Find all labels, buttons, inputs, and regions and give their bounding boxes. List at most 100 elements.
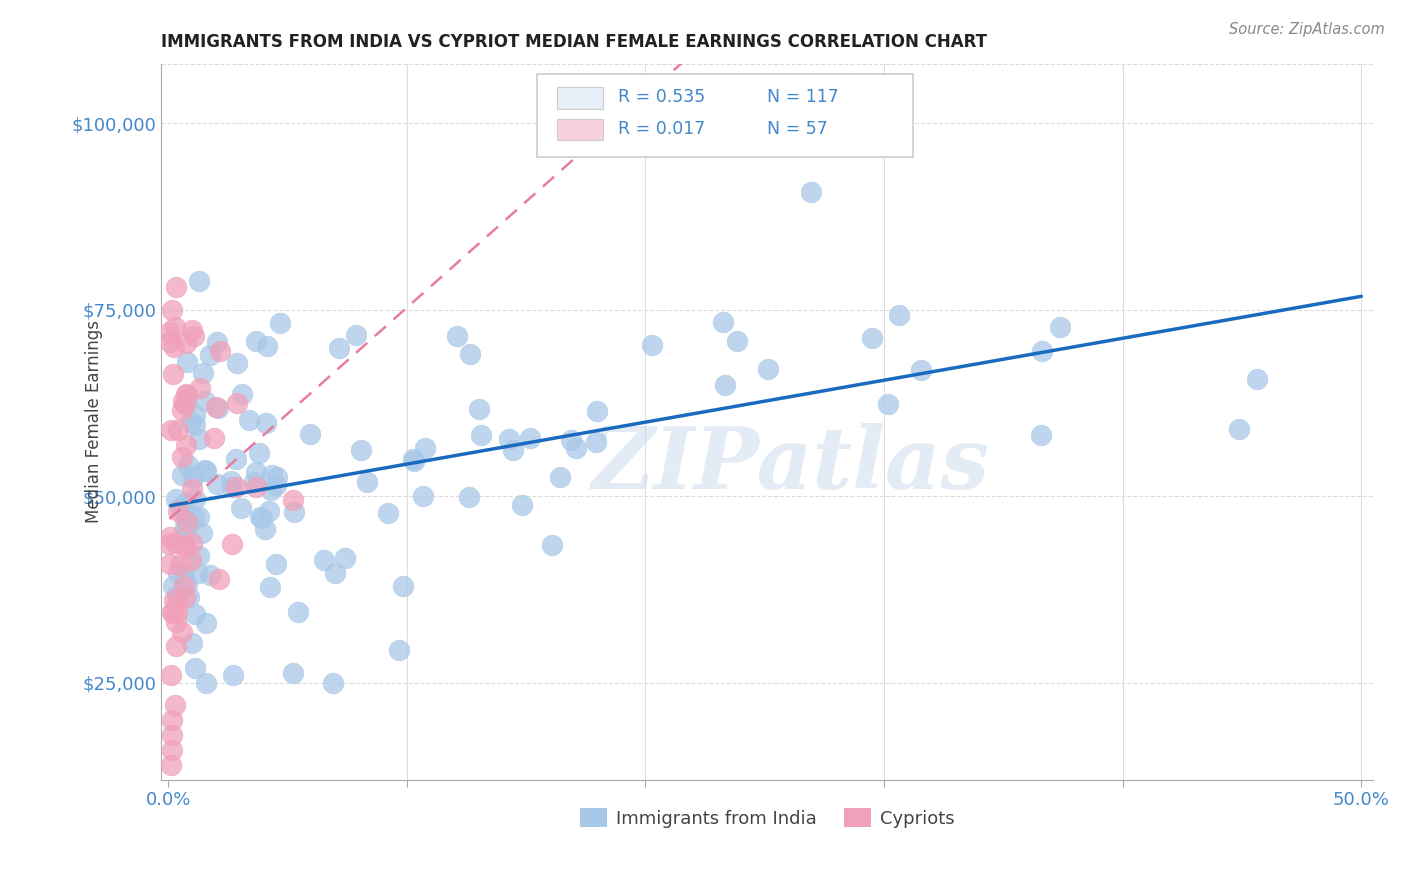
Point (470, 427, 492, 442)
Point (181, 323, 204, 337)
Point (565, 441, 588, 455)
Point (166, 504, 188, 518)
Point (166, 423, 188, 437)
Point (269, 316, 291, 330)
Point (159, 530, 181, 544)
Point (498, 432, 520, 446)
FancyBboxPatch shape (537, 74, 912, 157)
Point (344, 328, 367, 343)
Point (176, 515, 198, 529)
Point (166, 640, 188, 654)
Point (183, 471, 205, 485)
Point (887, 308, 910, 322)
Point (177, 518, 200, 533)
Text: R = 0.017: R = 0.017 (619, 120, 706, 138)
Point (550, 469, 572, 483)
Point (205, 400, 228, 414)
Point (160, 757, 183, 772)
Point (159, 423, 181, 437)
Point (209, 343, 232, 358)
Point (166, 605, 188, 619)
Bar (557, 119, 603, 140)
Point (166, 588, 188, 602)
Point (172, 625, 194, 640)
Point (159, 334, 181, 349)
Point (173, 496, 195, 510)
Point (180, 553, 202, 567)
Point (173, 397, 195, 411)
Point (173, 566, 195, 581)
Point (173, 523, 195, 537)
Text: Median Female Earnings: Median Female Earnings (86, 320, 103, 523)
Point (163, 593, 186, 607)
Point (174, 591, 197, 605)
Point (711, 315, 734, 329)
Point (190, 381, 212, 395)
Point (225, 451, 247, 466)
Point (177, 458, 200, 473)
Point (162, 302, 184, 317)
Point (229, 500, 252, 515)
Point (207, 572, 229, 586)
Point (194, 394, 217, 409)
Point (183, 408, 205, 422)
Point (468, 401, 491, 416)
Point (287, 605, 309, 619)
Point (180, 482, 202, 496)
Point (207, 401, 229, 416)
Legend: Immigrants from India, Cypriots: Immigrants from India, Cypriots (572, 801, 962, 835)
Point (264, 558, 287, 572)
Point (169, 558, 191, 573)
Point (283, 492, 305, 507)
Point (1029, 428, 1052, 442)
Point (510, 498, 533, 512)
Point (160, 605, 183, 619)
Bar (557, 87, 603, 109)
Text: R = 0.535: R = 0.535 (619, 88, 706, 106)
Point (162, 713, 184, 727)
Point (231, 387, 253, 401)
Point (725, 334, 748, 348)
Point (254, 522, 277, 536)
Point (180, 415, 202, 429)
Point (176, 354, 198, 368)
Point (159, 558, 181, 572)
Point (167, 566, 190, 581)
Point (172, 394, 194, 409)
Text: ZIPatlas: ZIPatlas (592, 423, 990, 507)
Point (312, 553, 335, 567)
Point (266, 470, 288, 484)
Point (162, 579, 184, 593)
Point (412, 489, 434, 503)
Point (183, 417, 205, 432)
Point (180, 636, 202, 650)
Point (325, 566, 347, 580)
Point (876, 396, 898, 410)
Point (356, 475, 378, 490)
Point (194, 464, 217, 478)
Point (160, 743, 183, 757)
Text: N = 57: N = 57 (768, 120, 828, 138)
Point (254, 416, 277, 430)
Point (165, 536, 187, 550)
Point (402, 451, 425, 466)
Point (183, 511, 205, 525)
Point (165, 280, 187, 294)
Point (166, 598, 188, 612)
Point (162, 367, 184, 381)
Point (163, 319, 186, 334)
Point (519, 431, 541, 445)
Point (198, 348, 221, 362)
Point (207, 477, 229, 491)
Point (174, 438, 197, 452)
Point (170, 403, 193, 417)
Point (170, 450, 193, 464)
Point (194, 462, 217, 476)
Point (349, 442, 371, 457)
Point (1031, 343, 1053, 358)
Point (586, 404, 609, 418)
Point (173, 579, 195, 593)
Point (641, 338, 664, 352)
Point (198, 567, 221, 582)
Point (281, 666, 304, 681)
